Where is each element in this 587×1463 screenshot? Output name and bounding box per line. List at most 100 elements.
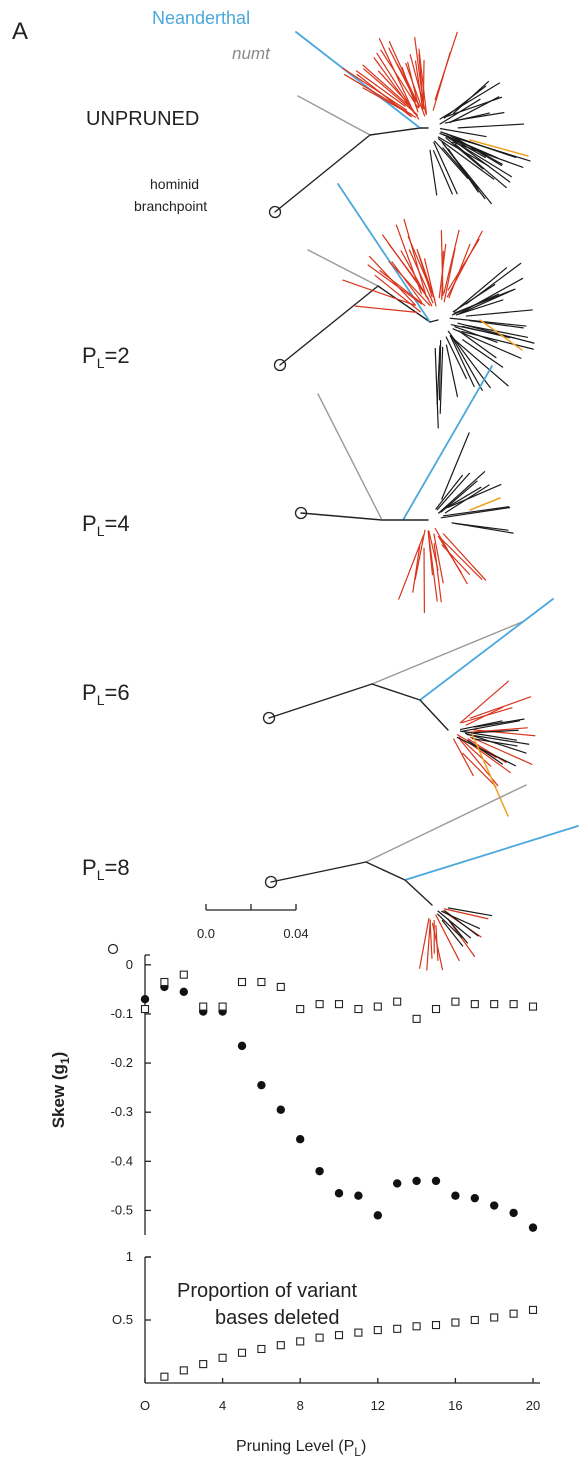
- proportion-title-line2: bases deleted: [215, 1307, 340, 1329]
- proportion-point: [160, 1372, 169, 1381]
- skew-point-filled: [509, 1208, 518, 1218]
- skew-point-filled: [296, 1135, 305, 1144]
- black-clade-branch: [457, 322, 535, 344]
- red-clade-branch: [461, 707, 513, 724]
- red-clade-branch: [448, 243, 471, 299]
- black-clade-branch: [464, 732, 527, 754]
- neanderthal-branch: [295, 31, 421, 129]
- proportion-point: [354, 1328, 363, 1337]
- black-clade-branch: [446, 133, 503, 165]
- red-clade-branch: [469, 736, 533, 765]
- proportion-point: [315, 1333, 324, 1342]
- black-clade-branch: [466, 733, 530, 745]
- skew-point-open: [528, 1002, 538, 1011]
- black-clade-branch: [429, 149, 438, 196]
- red-clade-branch: [435, 914, 460, 962]
- black-clade-branch: [447, 483, 502, 509]
- black-clade-branch: [446, 136, 512, 178]
- stem-branch: [300, 512, 383, 521]
- skew-ytick-label: -0.3: [111, 1104, 133, 1119]
- black-clade-branch: [436, 472, 471, 511]
- orange-branch: [469, 497, 501, 511]
- black-clade-branch: [436, 345, 441, 405]
- skew-point-filled: [431, 1176, 441, 1186]
- red-clade-branch: [354, 305, 418, 313]
- black-clade-branch: [440, 507, 511, 519]
- skew-y-axis-title: Skew (g1): [49, 1052, 72, 1129]
- red-clade-branch: [405, 62, 426, 117]
- black-clade-branch: [438, 340, 442, 401]
- skew-point-open: [140, 1004, 150, 1014]
- skew-point-open: [276, 982, 285, 991]
- red-clade-branch: [355, 70, 406, 107]
- black-clade-branch: [449, 335, 509, 387]
- red-clade-branch: [367, 264, 423, 305]
- proportion-point: [470, 1315, 479, 1325]
- black-clade-branch: [434, 140, 469, 180]
- skew-point-open: [431, 1004, 441, 1014]
- neanderthal-label: Neanderthal: [152, 8, 251, 28]
- black-clade-branch: [433, 141, 458, 195]
- skew-point-open: [179, 970, 188, 979]
- skew-point-open: [412, 1014, 421, 1023]
- black-clade-branch: [458, 288, 516, 315]
- proportion-point: [296, 1337, 305, 1346]
- scale-bar-label-0.04: 0.04: [283, 926, 308, 941]
- red-clade-branch: [403, 218, 427, 298]
- red-clade-branch: [342, 279, 416, 306]
- stage-label-pl6: PL=6: [82, 680, 130, 708]
- black-clade-branch: [459, 730, 518, 741]
- red-clade-branch: [388, 47, 417, 103]
- black-clade-branch: [454, 143, 507, 189]
- red-clade-branch: [440, 229, 444, 297]
- orange-branch: [471, 733, 509, 817]
- red-clade-branch: [424, 258, 437, 307]
- clade-stem: [404, 879, 433, 906]
- skew-point-open: [509, 1000, 518, 1009]
- red-clade-branch: [388, 261, 431, 306]
- skew-point-filled: [179, 987, 188, 997]
- red-clade-branch: [378, 38, 412, 108]
- red-clade-branch: [459, 680, 510, 724]
- red-clade-branch: [433, 533, 444, 584]
- black-clade-branch: [437, 910, 471, 939]
- skew-point-filled: [412, 1176, 421, 1186]
- orange-branch: [469, 139, 529, 157]
- neanderthal-branch: [337, 183, 431, 323]
- skew-chart: 0 -0.1 -0.2 -0.3 -0.4 -0.5 Skew (g1): [49, 943, 538, 1235]
- black-clade-branch: [456, 736, 516, 767]
- proportion-point: [528, 1305, 538, 1314]
- proportion-point: [393, 1324, 402, 1333]
- red-clade-branch: [342, 67, 408, 111]
- red-clade-branch: [414, 529, 426, 580]
- red-clade-branch: [362, 87, 417, 118]
- skew-point-open: [490, 1000, 499, 1009]
- black-clade-branch: [455, 522, 509, 531]
- skew-point-filled: [373, 1211, 382, 1220]
- black-clade-branch: [455, 299, 504, 316]
- skew-point-filled: [276, 1105, 285, 1114]
- black-clade-branch: [443, 134, 498, 159]
- black-clade-branch: [442, 506, 510, 517]
- skew-point-open: [199, 1002, 208, 1011]
- stage-label-pl4: PL=4: [82, 511, 130, 539]
- skew-point-open: [354, 1004, 363, 1014]
- red-clade-branch: [377, 70, 410, 105]
- black-clade-branch: [439, 128, 487, 138]
- x-tick-label: 8: [297, 1398, 304, 1413]
- proportion-point: [179, 1366, 188, 1375]
- red-clade-branch: [433, 543, 442, 603]
- skew-point-filled: [257, 1080, 266, 1090]
- proportion-point: [257, 1344, 266, 1354]
- black-clade-branch: [450, 335, 483, 391]
- skew-point-open: [334, 1000, 344, 1009]
- black-clade-branch: [447, 907, 493, 917]
- x-tick-label: 4: [219, 1398, 226, 1413]
- skew-point-open: [470, 1000, 479, 1009]
- skew-point-open: [451, 997, 460, 1006]
- black-clade-branch: [450, 324, 515, 339]
- neanderthal-branch: [404, 825, 579, 881]
- red-clade-branch: [467, 727, 528, 734]
- skew-open-circle-mark: [107, 943, 119, 955]
- proportion-point: [199, 1360, 208, 1369]
